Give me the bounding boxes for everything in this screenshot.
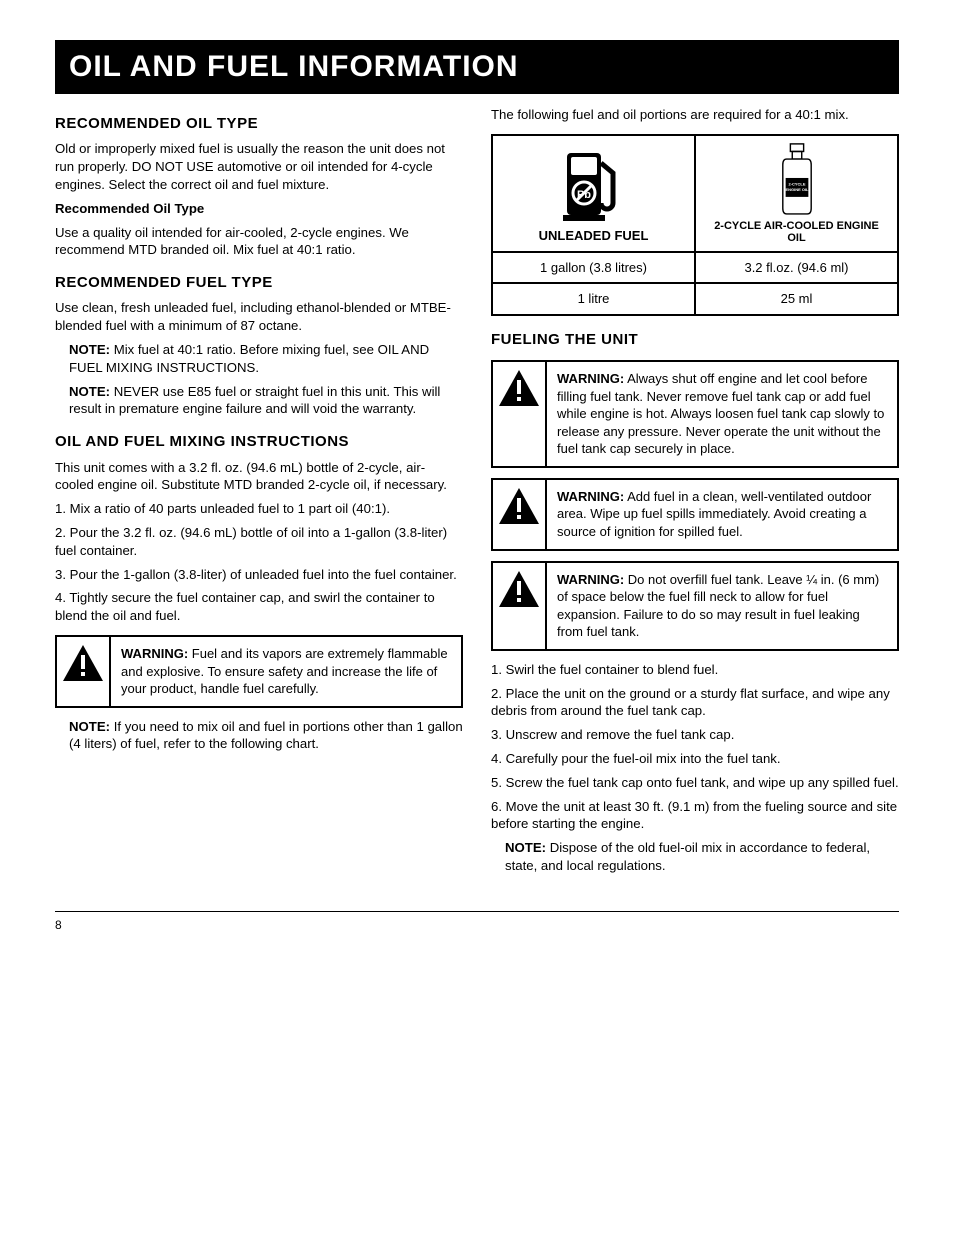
oil-bottle-icon: 2-CYCLE ENGINE OIL [774, 142, 820, 218]
warning-icon-cell [493, 563, 547, 649]
section-title: OIL AND FUEL INFORMATION [55, 40, 899, 94]
mix-ratio-table: Pb UNLEADED FUEL 2-CYCLE ENGINE OIL [491, 134, 899, 316]
paragraph: The following fuel and oil portions are … [491, 106, 899, 124]
warning-box: WARNING: Do not overfill fuel tank. Leav… [491, 561, 899, 651]
note: NOTE: NOTE: Mix fuel at 40:1 ratio. Befo… [69, 341, 463, 377]
svg-text:2-CYCLE: 2-CYCLE [788, 181, 805, 186]
heading-fueling: FUELING THE UNIT [491, 330, 899, 350]
table-header-oil: 2-CYCLE ENGINE OIL 2-CYCLE AIR-COOLED EN… [696, 136, 897, 251]
left-column: RECOMMENDED OIL TYPE Old or improperly m… [55, 100, 463, 881]
table-cell: 1 gallon (3.8 litres) [493, 251, 696, 283]
step: 3. Pour the 1-gallon (3.8-liter) of unle… [55, 566, 463, 584]
two-column-layout: RECOMMENDED OIL TYPE Old or improperly m… [55, 100, 899, 881]
warning-box: WARNING: Always shut off engine and let … [491, 360, 899, 468]
heading-mixing: OIL AND FUEL MIXING INSTRUCTIONS [55, 432, 463, 452]
subheading: Recommended Oil Type [55, 200, 463, 218]
warning-text: WARNING: Always shut off engine and let … [547, 362, 897, 466]
page-number: 8 [55, 918, 62, 932]
page-footer: 8 [55, 911, 899, 932]
step: 1. Mix a ratio of 40 parts unleaded fuel… [55, 500, 463, 518]
warning-icon [497, 368, 541, 408]
warning-box: WARNING: Fuel and its vapors are extreme… [55, 635, 463, 708]
table-cell: 25 ml [696, 282, 897, 314]
right-column: The following fuel and oil portions are … [491, 100, 899, 881]
warning-icon-cell [57, 637, 111, 706]
paragraph: Use a quality oil intended for air-coole… [55, 224, 463, 260]
warning-icon [497, 486, 541, 526]
table-cell: 3.2 fl.oz. (94.6 ml) [696, 251, 897, 283]
warning-text: WARNING: Add fuel in a clean, well-venti… [547, 480, 897, 549]
warning-box: WARNING: Add fuel in a clean, well-venti… [491, 478, 899, 551]
warning-icon [61, 643, 105, 683]
note: NOTE: Dispose of the old fuel-oil mix in… [505, 839, 899, 875]
step: 3. Unscrew and remove the fuel tank cap. [491, 726, 899, 744]
paragraph: Use clean, fresh unleaded fuel, includin… [55, 299, 463, 335]
heading-oil-type: RECOMMENDED OIL TYPE [55, 114, 463, 134]
warning-icon-cell [493, 480, 547, 549]
table-header-fuel: Pb UNLEADED FUEL [493, 136, 696, 251]
warning-text: WARNING: Fuel and its vapors are extreme… [111, 637, 461, 706]
step: 2. Pour the 3.2 fl. oz. (94.6 mL) bottle… [55, 524, 463, 560]
step: 1. Swirl the fuel container to blend fue… [491, 661, 899, 679]
heading-fuel-type: RECOMMENDED FUEL TYPE [55, 273, 463, 293]
warning-icon-cell [493, 362, 547, 466]
step: 5. Screw the fuel tank cap onto fuel tan… [491, 774, 899, 792]
step: 4. Carefully pour the fuel-oil mix into … [491, 750, 899, 768]
note: NOTE: NEVER use E85 fuel or straight fue… [69, 383, 463, 419]
warning-icon [497, 569, 541, 609]
step: 2. Place the unit on the ground or a stu… [491, 685, 899, 721]
step: 4. Tightly secure the fuel container cap… [55, 589, 463, 625]
fuel-pump-icon: Pb [557, 143, 631, 225]
note: NOTE: If you need to mix oil and fuel in… [69, 718, 463, 754]
paragraph: Old or improperly mixed fuel is usually … [55, 140, 463, 193]
warning-text: WARNING: Do not overfill fuel tank. Leav… [547, 563, 897, 649]
paragraph: This unit comes with a 3.2 fl. oz. (94.6… [55, 459, 463, 495]
svg-text:ENGINE OIL: ENGINE OIL [785, 187, 809, 192]
step: 6. Move the unit at least 30 ft. (9.1 m)… [491, 798, 899, 834]
table-cell: 1 litre [493, 282, 696, 314]
